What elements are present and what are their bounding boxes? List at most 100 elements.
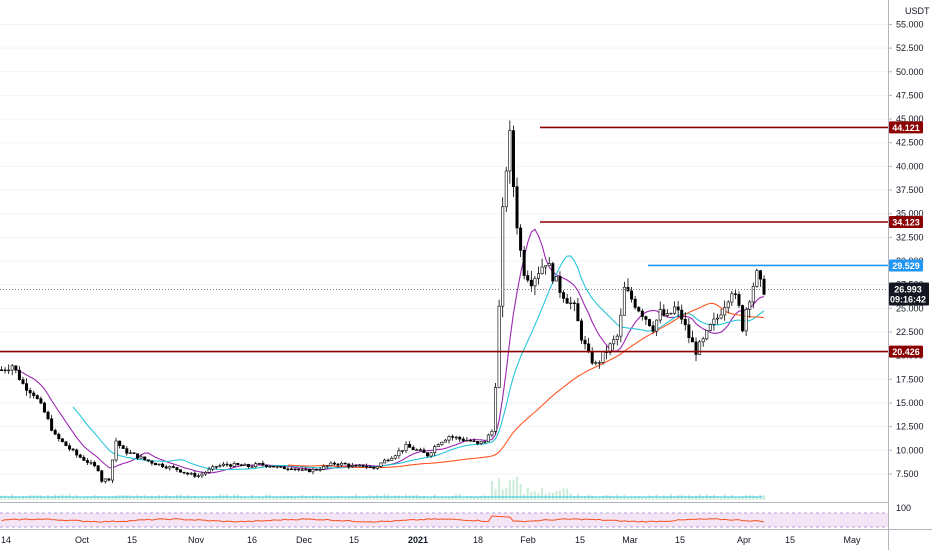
candle-body bbox=[239, 464, 243, 466]
volume-bar bbox=[215, 496, 218, 500]
volume-bar bbox=[161, 496, 164, 500]
volume-bar bbox=[47, 495, 50, 500]
candle-body bbox=[705, 330, 709, 340]
candle-body bbox=[733, 293, 737, 295]
candle-body bbox=[715, 317, 719, 320]
price-tick-label: 22.500 bbox=[896, 327, 924, 337]
candle-body bbox=[139, 456, 143, 459]
candle-body bbox=[175, 467, 179, 470]
candle-body bbox=[433, 446, 437, 454]
candle-body bbox=[554, 276, 558, 282]
candle-body bbox=[164, 466, 168, 469]
candle-body bbox=[472, 440, 476, 442]
volume-bar bbox=[200, 496, 203, 500]
candle-body bbox=[243, 464, 247, 466]
time-tick-label: Oct bbox=[75, 535, 90, 545]
candle-body bbox=[630, 290, 634, 300]
candle-body bbox=[128, 452, 132, 454]
candle-body bbox=[633, 298, 637, 308]
volume-bar bbox=[100, 496, 103, 500]
candle-body bbox=[519, 227, 523, 251]
candle-body bbox=[447, 436, 451, 441]
candle-body bbox=[75, 449, 79, 456]
candle-body bbox=[622, 286, 626, 316]
volume-bar bbox=[666, 497, 669, 500]
volume-bar bbox=[258, 496, 261, 500]
candle-body bbox=[325, 465, 329, 467]
time-tick-label: May bbox=[843, 535, 861, 545]
last-price-label: 26.993 bbox=[894, 284, 922, 294]
candle-body bbox=[28, 390, 32, 394]
candle-body bbox=[572, 302, 576, 305]
horizontal-levels[interactable] bbox=[0, 126, 888, 353]
volume-bar bbox=[630, 497, 633, 500]
candle-body bbox=[619, 314, 623, 337]
volume-bar bbox=[211, 496, 214, 500]
price-tick-label: 25.000 bbox=[896, 303, 924, 313]
candle-body bbox=[418, 449, 422, 451]
candle-body bbox=[701, 338, 705, 343]
volume-bar bbox=[261, 496, 264, 500]
volume-bar bbox=[501, 489, 504, 500]
candle-body bbox=[569, 302, 573, 305]
candle-body bbox=[132, 452, 136, 454]
candle-body bbox=[125, 448, 129, 454]
volume-bar bbox=[7, 496, 10, 500]
time-tick-label: 15 bbox=[127, 535, 137, 545]
candle-body bbox=[612, 339, 616, 345]
volume-bar bbox=[379, 496, 382, 500]
price-tick-label: 52.500 bbox=[896, 43, 924, 53]
candle-body bbox=[171, 466, 175, 468]
indicator-pane: 100 bbox=[0, 503, 911, 528]
candle-body bbox=[698, 341, 702, 355]
currency-label: USDT bbox=[905, 6, 930, 16]
candle-body bbox=[229, 464, 233, 467]
volume-bar bbox=[0, 495, 3, 500]
volume-bar bbox=[752, 495, 755, 500]
volume-bar bbox=[394, 495, 397, 500]
candle-body bbox=[300, 469, 304, 471]
volume-bar bbox=[329, 496, 332, 500]
level-price-tag-label: 44.121 bbox=[892, 123, 920, 133]
volume-bar bbox=[619, 497, 622, 500]
volume-bar bbox=[634, 497, 637, 500]
candle-body bbox=[680, 309, 684, 320]
candle-body bbox=[676, 306, 680, 311]
candle-body bbox=[3, 369, 7, 372]
time-tick-label: 15 bbox=[575, 535, 585, 545]
candle-body bbox=[655, 319, 659, 332]
candle-body bbox=[522, 250, 526, 276]
volume-bar bbox=[584, 496, 587, 500]
volume-bar bbox=[440, 496, 443, 500]
candle-body bbox=[114, 440, 118, 461]
candle-body bbox=[426, 452, 430, 457]
volume-bar bbox=[516, 476, 519, 500]
level-price-tag bbox=[889, 216, 923, 229]
level-price-tag bbox=[889, 121, 923, 134]
candle-body bbox=[340, 462, 344, 466]
candle-body bbox=[189, 472, 193, 475]
candle-body bbox=[272, 465, 276, 468]
candle-body bbox=[257, 462, 261, 465]
candle-body bbox=[78, 454, 82, 458]
candle-body bbox=[225, 463, 229, 466]
volume-bar bbox=[290, 496, 293, 500]
candle-body bbox=[143, 456, 147, 461]
volume-bar bbox=[97, 495, 100, 500]
volume-bar bbox=[644, 496, 647, 500]
candle-body bbox=[179, 469, 183, 473]
volume-bar bbox=[430, 497, 433, 500]
time-axis[interactable]: 14 Oct 15 Nov 16 Dec 15 2021 18 Feb 15 Mar 15 Apr 15 Ma… bbox=[1, 535, 861, 545]
candle-body bbox=[64, 441, 68, 447]
volume-bar bbox=[111, 496, 114, 500]
volume-bar bbox=[673, 496, 676, 500]
candle-body bbox=[289, 468, 293, 471]
candle-body bbox=[218, 465, 222, 467]
candle-body bbox=[46, 411, 50, 420]
candle-body bbox=[758, 270, 762, 280]
candle-body bbox=[343, 462, 347, 465]
candle-body bbox=[236, 463, 240, 466]
candle-body bbox=[383, 459, 387, 464]
volume-bar bbox=[276, 496, 279, 500]
